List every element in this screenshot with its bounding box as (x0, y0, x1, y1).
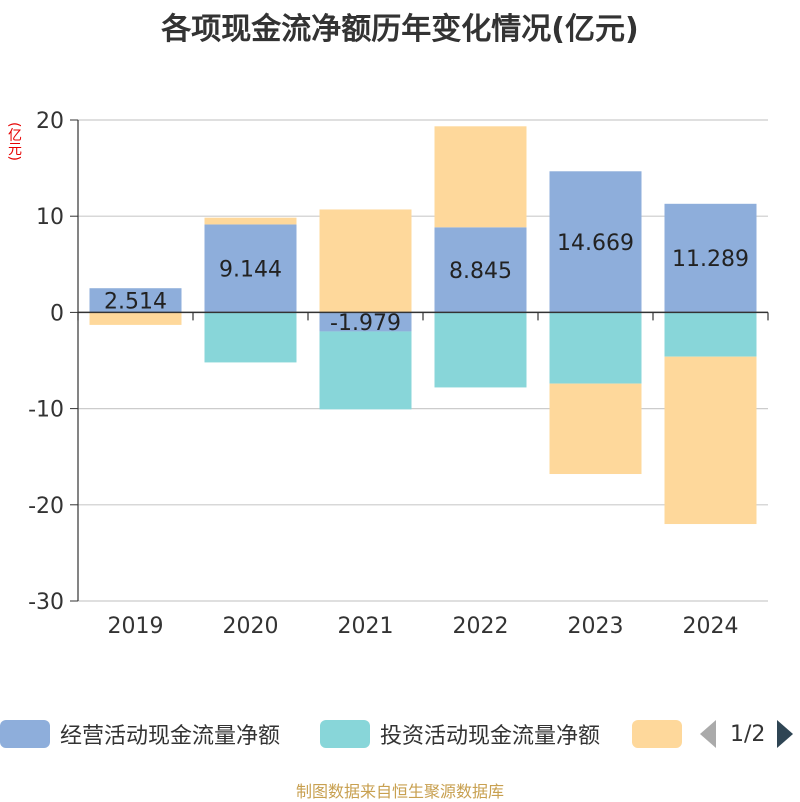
bar-segment (319, 331, 412, 410)
x-tick-label: 2019 (108, 614, 164, 639)
bar-segment (319, 209, 412, 313)
data-label: 8.845 (449, 259, 512, 284)
legend-next-icon[interactable] (777, 720, 794, 748)
data-label: -1.979 (330, 311, 401, 336)
x-tick-label: 2020 (223, 614, 279, 639)
legend-swatch-financing (632, 720, 682, 748)
bar-segment (664, 356, 757, 525)
bar-segment (664, 312, 757, 357)
legend-label-operating: 经营活动现金流量净额 (60, 724, 281, 749)
y-tick-label: 10 (36, 205, 64, 230)
y-tick-label: 20 (36, 109, 64, 134)
x-tick-label: 2022 (453, 614, 509, 639)
y-tick-label: -20 (28, 494, 64, 519)
legend: 经营活动现金流量净额 投资活动现金流量净额 1/2 (0, 716, 800, 752)
chart-title: 各项现金流净额历年变化情况(亿元) (161, 12, 639, 47)
bar-segment (89, 312, 182, 325)
legend-label-investing: 投资活动现金流量净额 (380, 724, 601, 749)
bar-segment (204, 217, 297, 225)
legend-item-financing[interactable] (632, 716, 692, 752)
y-axis-unit: (亿元) (6, 122, 22, 161)
data-source: 制图数据来自恒生聚源数据库 (295, 782, 504, 801)
y-tick-label: -10 (28, 398, 64, 423)
bar-segment (434, 312, 527, 388)
data-label: 9.144 (219, 257, 282, 282)
y-tick-label: 0 (50, 301, 64, 326)
stacked-bar-chart: 20 10 0 -10 -20 -30 2.514 9.144 -1.979 8.845 14.66… (28, 109, 769, 639)
bar-segment (664, 203, 757, 313)
bar-segment (549, 383, 642, 475)
legend-pager: 1/2 (700, 716, 794, 752)
bar-segment (204, 312, 297, 363)
legend-swatch-investing (320, 720, 370, 748)
bar-segment (89, 288, 182, 313)
x-tick-label: 2023 (568, 614, 624, 639)
bar-segment (434, 227, 527, 313)
bar-segment (434, 126, 527, 228)
y-tick-label: -30 (28, 590, 64, 615)
x-tick-label: 2021 (338, 614, 394, 639)
legend-swatch-operating (0, 720, 50, 748)
legend-prev-icon[interactable] (700, 720, 716, 748)
x-tick-label: 2024 (683, 614, 739, 639)
bar-segment (204, 224, 297, 313)
data-label: 14.669 (557, 231, 634, 256)
legend-item-operating[interactable]: 经营活动现金流量净额 (0, 716, 280, 752)
legend-page-indicator: 1/2 (730, 721, 766, 747)
bar-segment (549, 171, 642, 313)
data-label: 11.289 (672, 247, 749, 272)
legend-item-investing[interactable]: 投资活动现金流量净额 (320, 716, 600, 752)
bar-segment (549, 312, 642, 384)
bar-segment (319, 312, 412, 332)
data-label: 2.514 (104, 289, 167, 314)
